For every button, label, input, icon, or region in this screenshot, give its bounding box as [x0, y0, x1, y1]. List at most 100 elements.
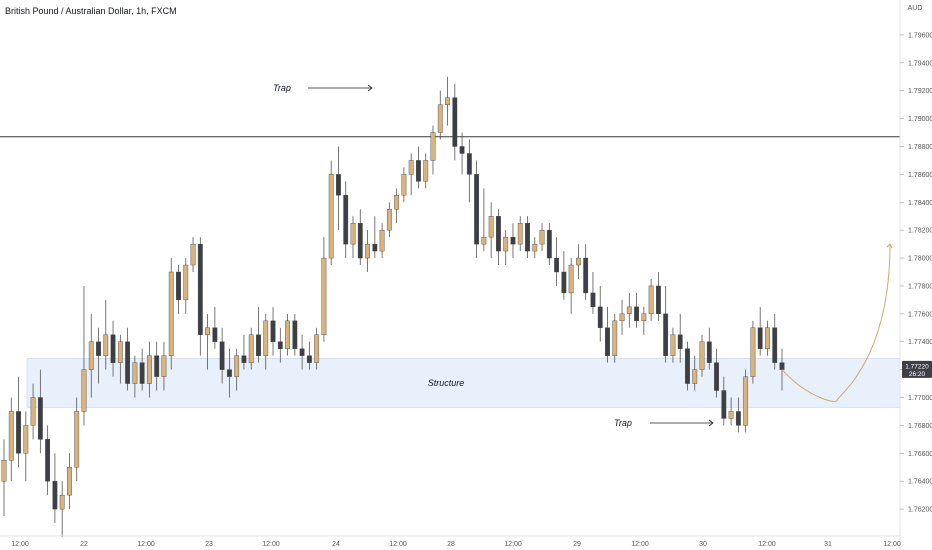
candle-body	[343, 195, 349, 245]
candle-body	[168, 271, 174, 356]
y-tick-label: 1.76200	[908, 507, 932, 514]
trap-arrowhead	[367, 84, 373, 92]
x-tick-label: 12:00	[504, 541, 522, 548]
candle-body	[626, 306, 632, 315]
candle-body	[256, 334, 261, 356]
candle-body	[423, 160, 429, 182]
candle-body	[568, 264, 574, 294]
candle-body	[16, 411, 21, 454]
candle-body	[147, 355, 152, 384]
candle-body	[234, 355, 240, 377]
candle-body	[88, 341, 94, 370]
candle-body	[350, 222, 356, 245]
candle-body	[139, 362, 145, 384]
candle-body	[161, 355, 167, 377]
candle-body	[306, 355, 312, 363]
candle-body	[430, 132, 436, 161]
candle-body	[401, 174, 407, 196]
candle-body	[597, 306, 603, 328]
candle-body	[117, 341, 123, 363]
candle-body	[328, 174, 334, 259]
x-tick-label: 28	[447, 541, 455, 548]
x-tick-label: 12:00	[137, 541, 155, 548]
candle-body	[52, 480, 58, 510]
candle-body	[539, 229, 545, 245]
x-tick-label: 30	[699, 541, 707, 548]
y-tick-label: 1.79400	[908, 60, 932, 67]
x-tick-label: 22	[80, 541, 88, 548]
candle-body	[503, 236, 509, 252]
candle-body	[241, 355, 247, 363]
candle-body	[248, 334, 254, 363]
candle-body	[517, 222, 523, 245]
candle-body	[670, 334, 676, 356]
candle-body	[583, 257, 589, 294]
candle-body	[699, 341, 705, 370]
candle-body	[314, 334, 320, 363]
candle-body	[227, 369, 232, 377]
candle-body	[685, 348, 690, 384]
x-tick-label: 12:00	[11, 541, 29, 548]
candle-body	[37, 397, 43, 440]
candle-body	[67, 467, 72, 496]
candle-body	[270, 320, 276, 342]
candle-body	[8, 411, 14, 461]
candle-body	[590, 292, 596, 308]
candle-body	[299, 348, 305, 356]
y-tick-label: 1.77800	[908, 283, 932, 290]
candle-body	[452, 97, 458, 147]
x-tick-label: 12:00	[262, 541, 280, 548]
candle-body	[197, 243, 203, 335]
candle-body	[459, 146, 465, 154]
x-tick-label: 12:00	[389, 541, 407, 548]
candle-body	[743, 376, 749, 426]
x-tick-label: 12:00	[758, 541, 776, 548]
candle-body	[285, 320, 290, 349]
candle-body	[292, 320, 298, 349]
y-tick-label: 1.79000	[908, 116, 932, 123]
candle-body	[81, 369, 87, 412]
candle-body	[714, 362, 719, 391]
candle-body	[765, 327, 770, 349]
y-tick-label: 1.77400	[908, 339, 932, 346]
y-tick-label: 1.79600	[908, 32, 932, 39]
candle-body	[481, 236, 487, 245]
x-tick-label: 31	[824, 541, 832, 548]
y-tick-label: 1.78600	[908, 172, 932, 179]
price-badge-value: 1.77220	[905, 363, 929, 370]
candle-body	[132, 362, 138, 384]
candle-body	[321, 257, 327, 335]
candle-body	[728, 411, 734, 419]
candle-body	[183, 264, 189, 301]
annotations: Trap Trap	[273, 83, 714, 428]
y-tick-label: 1.79200	[908, 88, 932, 95]
candle-body	[74, 411, 80, 468]
candles-group	[1, 76, 893, 537]
candle-body	[372, 243, 378, 252]
candle-body	[336, 174, 341, 196]
price-badge-bg	[902, 360, 932, 378]
y-tick-label: 1.76800	[908, 423, 932, 430]
candle-body	[190, 243, 196, 266]
y-tick-label: 1.77600	[908, 311, 932, 318]
candle-body	[692, 369, 698, 384]
candle-body	[277, 341, 283, 349]
candle-body	[386, 209, 392, 231]
structure-label: Structure	[428, 378, 465, 388]
y-axis[interactable]: 1.79600 1.79400 1.79200 1.79000 1.78800 1.786…	[900, 32, 932, 514]
candle-body	[474, 174, 480, 245]
candle-body	[554, 257, 559, 273]
trap-label: Trap	[614, 418, 632, 428]
candle-body	[96, 341, 101, 356]
candle-body	[466, 153, 472, 175]
candle-body	[365, 243, 370, 259]
y-tick-label: 1.78800	[908, 144, 932, 151]
candle-body	[510, 236, 516, 245]
candle-body	[154, 355, 160, 377]
candle-body	[488, 216, 494, 238]
candle-body	[496, 216, 501, 252]
candle-body	[205, 327, 210, 335]
candle-body	[1, 460, 7, 482]
x-axis[interactable]: 12:00 22 12:00 23 12:00 24 12:00 28 12:00 29 12:00…	[11, 541, 901, 548]
